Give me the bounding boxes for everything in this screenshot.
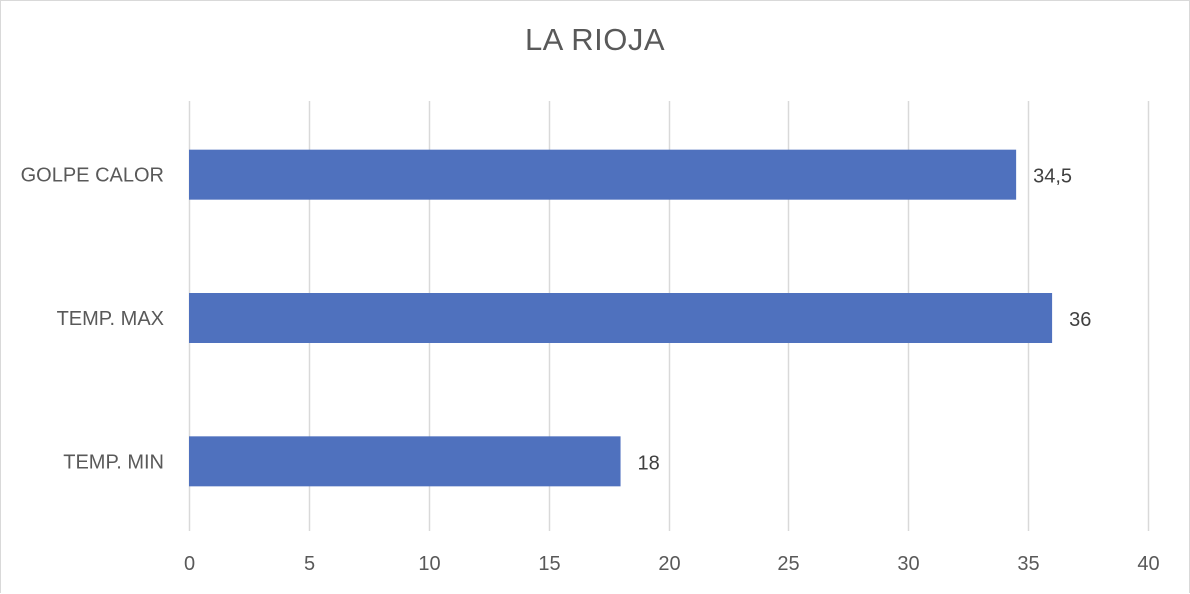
x-tick-label: 40 [1137, 553, 1159, 575]
bar-temp-min [189, 436, 621, 487]
data-label: 18 [638, 452, 660, 474]
x-tick-label: 0 [184, 553, 195, 575]
x-tick-label: 15 [538, 553, 560, 575]
x-tick-label: 30 [897, 553, 919, 575]
x-tick-label: 35 [1017, 553, 1039, 575]
category-label: TEMP. MIN [63, 451, 164, 473]
bars [189, 149, 1053, 487]
x-tick-label: 10 [418, 553, 440, 575]
category-label: GOLPE CALOR [21, 165, 164, 187]
x-tick-label: 25 [777, 553, 799, 575]
x-tick-label: 5 [304, 553, 315, 575]
data-label: 34,5 [1033, 166, 1072, 188]
bar-temp-max [189, 293, 1053, 343]
bar-golpe-calor [189, 149, 1017, 200]
x-tick-label: 20 [658, 553, 680, 575]
data-label: 36 [1069, 309, 1091, 331]
category-label: TEMP. MAX [57, 308, 164, 330]
labels: 0 5 10 15 20 25 30 35 40 GOLPE CALOR 34,5 TEMP. MAX… [21, 165, 1160, 575]
chart-title: LA RIOJA [524, 22, 666, 57]
